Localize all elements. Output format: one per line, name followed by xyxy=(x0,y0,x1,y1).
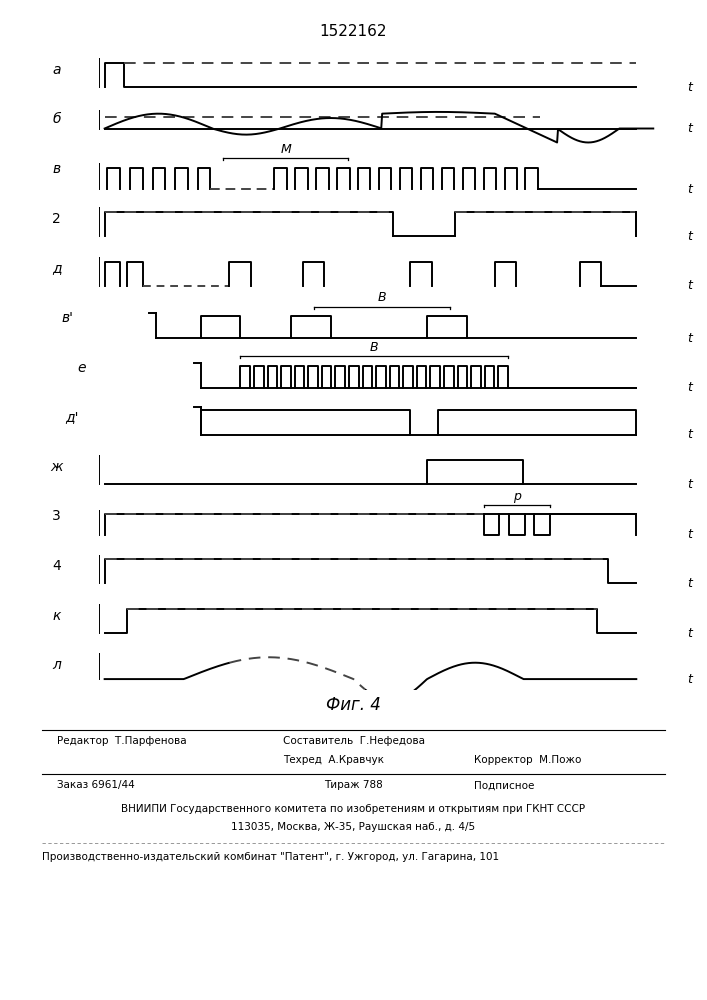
Text: B: B xyxy=(370,341,378,354)
Text: t: t xyxy=(687,673,692,686)
Text: 2: 2 xyxy=(52,212,61,226)
Text: Производственно-издательский комбинат "Патент", г. Ужгород, ул. Гагарина, 101: Производственно-издательский комбинат "П… xyxy=(42,852,500,862)
Text: p: p xyxy=(513,490,521,503)
Text: t: t xyxy=(687,81,692,94)
Text: б: б xyxy=(52,112,61,126)
Text: к: к xyxy=(52,609,61,623)
Text: B: B xyxy=(378,291,386,304)
Text: Подписное: Подписное xyxy=(474,780,534,790)
Text: Редактор  Т.Парфенова: Редактор Т.Парфенова xyxy=(57,736,186,746)
Text: t: t xyxy=(687,279,692,292)
Text: ж: ж xyxy=(50,460,63,474)
Text: t: t xyxy=(687,332,692,345)
Text: 113035, Москва, Ж-35, Раушская наб., д. 4/5: 113035, Москва, Ж-35, Раушская наб., д. … xyxy=(231,822,476,832)
Text: t: t xyxy=(687,528,692,541)
Text: 3: 3 xyxy=(52,509,61,523)
Text: Фиг. 4: Фиг. 4 xyxy=(326,696,381,714)
Text: Заказ 6961/44: Заказ 6961/44 xyxy=(57,780,134,790)
Text: t: t xyxy=(687,478,692,491)
Text: д': д' xyxy=(65,410,79,424)
Text: ВНИИПИ Государственного комитета по изобретениям и открытиям при ГКНТ СССР: ВНИИПИ Государственного комитета по изоб… xyxy=(122,804,585,814)
Text: t: t xyxy=(687,428,692,441)
Text: в: в xyxy=(52,162,61,176)
Text: t: t xyxy=(687,230,692,243)
Text: 1522162: 1522162 xyxy=(320,24,387,39)
Text: t: t xyxy=(687,122,692,135)
Text: е: е xyxy=(77,360,86,374)
Text: Техред  А.Кравчук: Техред А.Кравчук xyxy=(283,755,384,765)
Text: t: t xyxy=(687,627,692,640)
Text: а: а xyxy=(52,63,61,77)
Text: M: M xyxy=(280,143,291,156)
Text: t: t xyxy=(687,381,692,394)
Text: Корректор  М.Пожо: Корректор М.Пожо xyxy=(474,755,581,765)
Text: t: t xyxy=(687,183,692,196)
Text: л: л xyxy=(52,658,61,672)
Text: t: t xyxy=(687,577,692,590)
Text: 4: 4 xyxy=(52,559,61,573)
Text: Тираж 788: Тираж 788 xyxy=(324,780,383,790)
Text: д: д xyxy=(52,261,62,275)
Text: Составитель  Г.Нефедова: Составитель Г.Нефедова xyxy=(283,736,425,746)
Text: в': в' xyxy=(62,311,73,325)
